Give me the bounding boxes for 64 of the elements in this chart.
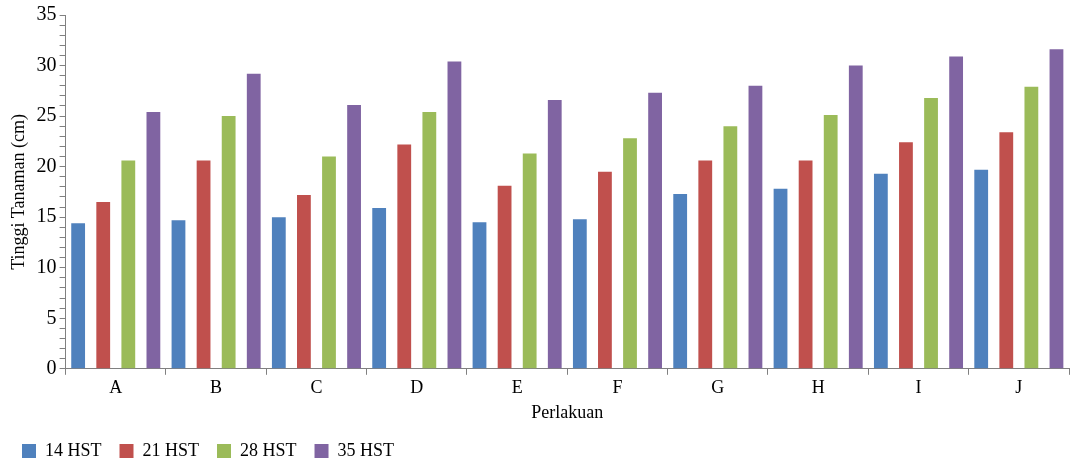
bar: [873, 173, 888, 369]
bar: [572, 219, 587, 369]
bar: [297, 194, 311, 369]
y-tick-label: 10: [36, 254, 57, 277]
bar: [974, 169, 989, 369]
y-tick-label: 15: [36, 204, 57, 227]
y-tick-label: 35: [36, 2, 57, 25]
bar: [848, 65, 863, 369]
bar: [924, 97, 938, 369]
bar: [71, 223, 86, 369]
bar: [347, 104, 361, 369]
bar: [823, 115, 838, 369]
x-tick-label: H: [811, 377, 825, 398]
bar: [1049, 49, 1064, 369]
bar: [949, 56, 964, 369]
bar: [171, 220, 186, 369]
bar: [648, 92, 662, 369]
legend-label: 35 HST: [337, 439, 395, 460]
legend-label: 21 HST: [142, 439, 200, 460]
bar: [447, 61, 462, 369]
bar: [623, 138, 637, 369]
bar: [547, 99, 562, 369]
x-tick-label: B: [210, 377, 223, 398]
y-tick-label: 5: [46, 305, 57, 328]
bar: [798, 160, 813, 369]
bar: [472, 222, 487, 369]
x-tick-label: I: [915, 377, 922, 398]
y-tick-label: 25: [36, 103, 57, 126]
bar: [271, 217, 286, 369]
bar: [698, 160, 713, 369]
bar: [1024, 86, 1039, 369]
bar: [497, 185, 512, 369]
bar: [96, 202, 111, 369]
y-tick-label: 0: [46, 356, 57, 379]
bar: [146, 112, 161, 369]
y-tick-label: 30: [36, 52, 57, 75]
bar: [899, 142, 913, 369]
bar: [121, 160, 136, 369]
x-tick-label: C: [310, 377, 323, 398]
x-tick-label: E: [511, 377, 523, 398]
x-tick-label: G: [711, 377, 725, 398]
x-tick-label: A: [109, 377, 123, 398]
bar: [999, 132, 1014, 369]
bar: [372, 208, 387, 369]
legend-label: 28 HST: [240, 439, 297, 460]
bar: [673, 193, 688, 369]
y-axis-title: Tinggi Tanaman (cm): [7, 114, 29, 270]
x-tick-label: D: [410, 377, 424, 398]
x-tick-label: F: [612, 377, 623, 398]
bar: [773, 188, 788, 369]
bar: [748, 85, 763, 369]
bar: [196, 160, 211, 369]
bar: [522, 153, 537, 369]
bar: [723, 126, 738, 369]
bar: [422, 112, 437, 369]
legend-label: 14 HST: [45, 439, 102, 460]
bar: [221, 116, 236, 369]
bar: [598, 171, 612, 369]
bar: [397, 144, 412, 369]
x-tick-label: J: [1015, 377, 1023, 398]
x-axis-title: Perlakuan: [531, 401, 604, 422]
bar: [246, 73, 261, 369]
y-tick-label: 20: [36, 153, 57, 176]
bar: [322, 156, 336, 369]
